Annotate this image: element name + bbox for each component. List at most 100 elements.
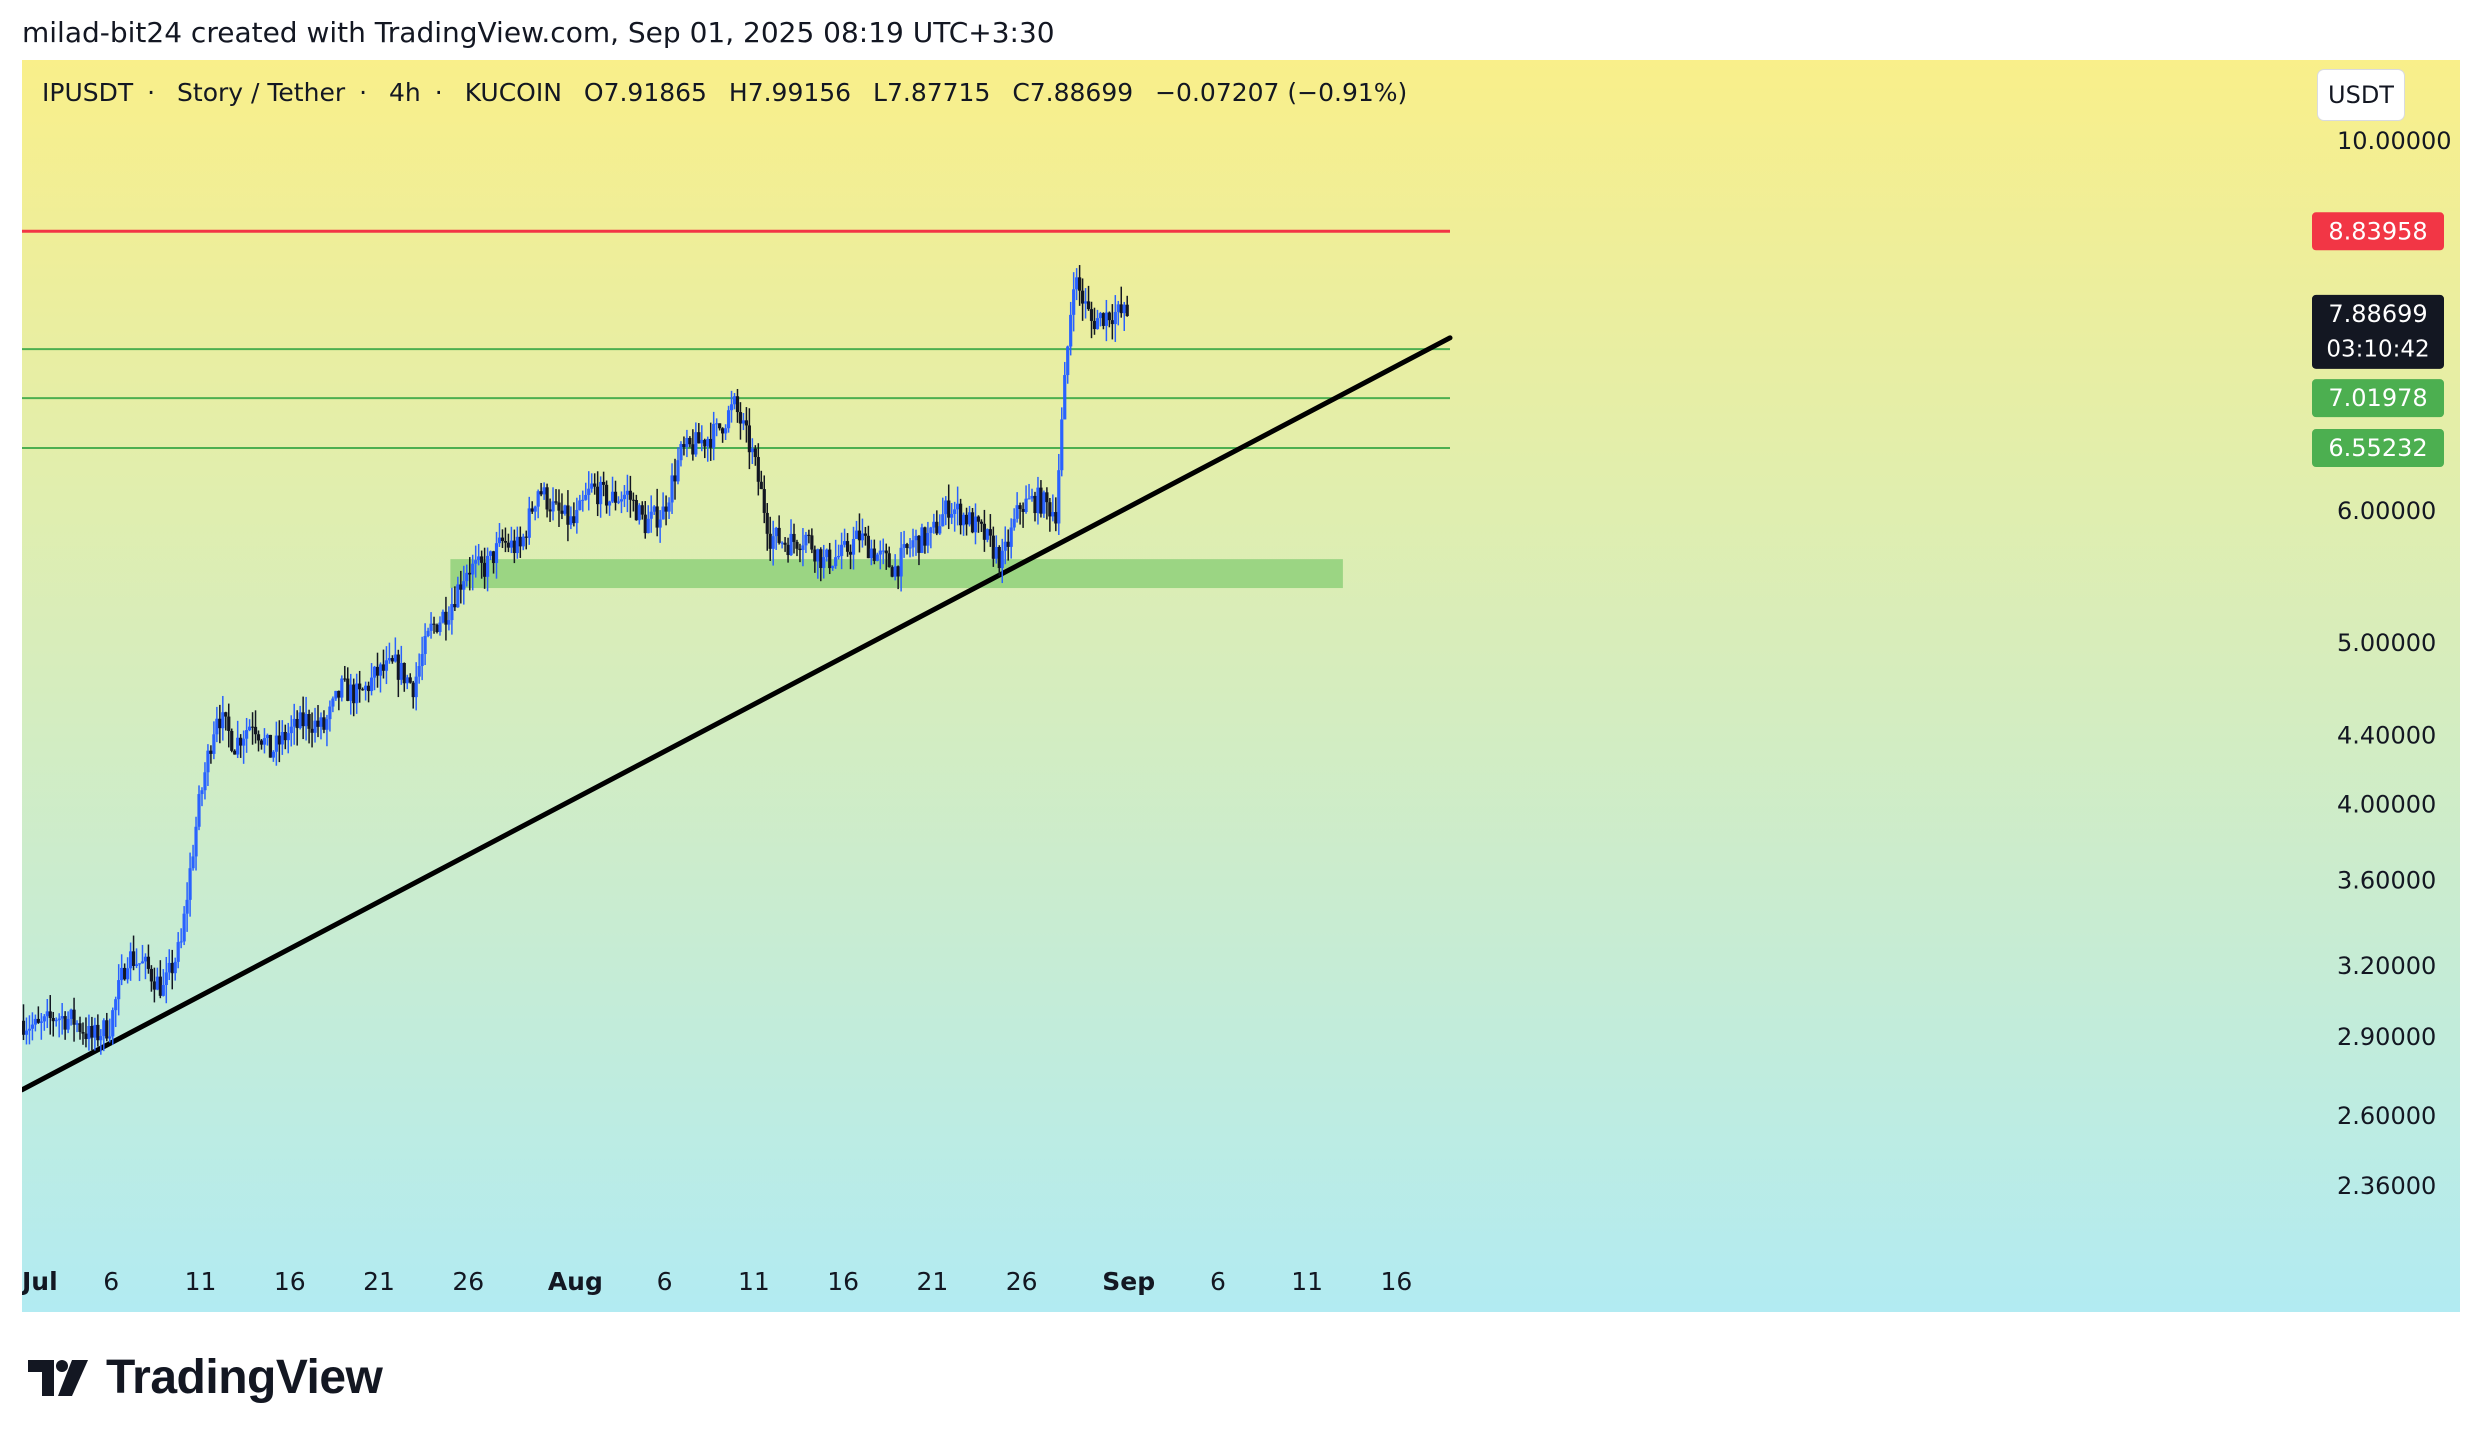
candle-body — [863, 533, 868, 536]
candle-body — [96, 1024, 100, 1041]
candle-body — [961, 514, 966, 526]
candle-body — [236, 737, 240, 755]
chart-area[interactable]: 10.00000 6.00000 5.00000 4.40000 4.00000 3.60… — [22, 60, 2460, 1312]
candle-body — [935, 521, 939, 534]
candle-body — [572, 516, 576, 524]
candle-body — [485, 555, 490, 577]
ohlc-change: −0.07207 (−0.91%) — [1155, 78, 1408, 107]
candle-body — [194, 826, 198, 857]
candle-body — [599, 481, 603, 505]
candle-body — [75, 1023, 79, 1025]
candle-body — [72, 1009, 76, 1025]
separator-dot: · — [434, 78, 443, 107]
candle-body — [271, 751, 275, 758]
candle-body — [1003, 541, 1007, 551]
candle-body — [860, 533, 865, 541]
candle-body — [105, 1020, 109, 1039]
candle-body — [518, 536, 522, 547]
y-axis-tick-label: 3.20000 — [2337, 952, 2436, 980]
candle-body — [765, 512, 769, 534]
candle-body — [673, 475, 677, 482]
symbol-interval[interactable]: 4h — [389, 78, 421, 107]
candle-body — [911, 540, 915, 548]
candle-body — [890, 567, 894, 577]
candle-body — [488, 551, 493, 556]
candle-body — [179, 941, 183, 943]
candle-body — [637, 505, 641, 521]
symbol-ticker[interactable]: IPUSDT — [42, 78, 134, 107]
candle-body — [744, 420, 749, 426]
candle-body — [515, 536, 519, 554]
candle-body — [869, 548, 873, 559]
candle-body — [471, 563, 475, 575]
candle-body — [173, 961, 177, 974]
candle-body — [768, 533, 772, 549]
candle-body — [682, 444, 686, 448]
candle-body — [1000, 550, 1004, 569]
y-axis-tick-label: 2.90000 — [2337, 1023, 2436, 1051]
candle-body — [557, 502, 561, 511]
candle-body — [810, 535, 814, 550]
candle-body — [1048, 502, 1052, 517]
candle-body — [450, 604, 454, 621]
candle-body — [1080, 290, 1085, 304]
candle-body — [938, 526, 942, 534]
x-axis-tick-label: 16 — [827, 1267, 859, 1296]
candle-body — [423, 636, 427, 655]
candle-body — [381, 664, 386, 671]
candle-body — [1033, 495, 1037, 514]
candle-body — [697, 432, 701, 444]
last-price-tag — [2312, 294, 2444, 369]
candle-body — [706, 438, 710, 447]
candle-body — [441, 611, 445, 623]
y-axis-tick-label: 2.36000 — [2337, 1172, 2436, 1200]
ohlc-high: H7.99156 — [728, 78, 852, 107]
y-axis-tick-label: 2.60000 — [2337, 1102, 2436, 1130]
tradingview-logo[interactable]: TradingView — [28, 1350, 383, 1405]
candle-body — [123, 967, 127, 980]
candle-body — [1069, 314, 1073, 347]
x-axis-tick-label: 6 — [657, 1267, 673, 1296]
candle-body — [456, 584, 460, 608]
candle-body — [161, 985, 165, 996]
candle-body — [512, 540, 516, 554]
countdown-label: 03:10:42 — [2326, 336, 2429, 362]
candle-body — [301, 712, 305, 727]
candle-body — [536, 491, 540, 507]
candle-body — [1092, 320, 1097, 330]
candle-body — [206, 750, 210, 773]
candle-body — [524, 536, 528, 538]
candle-body — [432, 623, 436, 625]
ohlc-low: L7.87715 — [873, 78, 991, 107]
candle-body — [483, 562, 487, 577]
candle-body — [857, 530, 862, 541]
x-axis-tick-label: 21 — [363, 1267, 395, 1296]
candle-body — [358, 683, 362, 690]
candle-body — [280, 731, 284, 745]
currency-unit-button[interactable]: USDT — [2318, 70, 2404, 120]
candle-body — [429, 623, 433, 631]
candle-body — [967, 512, 972, 525]
candle-body — [959, 503, 963, 526]
candle-body — [325, 719, 329, 730]
candle-body — [36, 1018, 40, 1023]
candle-body — [664, 506, 668, 512]
price-chart[interactable]: 10.00000 6.00000 5.00000 4.40000 4.00000 3.60… — [22, 60, 2460, 1312]
candle-body — [804, 534, 808, 546]
candle-body — [607, 501, 612, 506]
candle-body — [944, 500, 948, 515]
candle-body — [1066, 346, 1070, 376]
candle-body — [1024, 498, 1028, 512]
candle-body — [602, 481, 606, 485]
candle-body — [884, 550, 888, 554]
candle-body — [661, 506, 665, 520]
candle-body — [126, 968, 130, 980]
symbol-exchange: KUCOIN — [464, 78, 562, 107]
candle-body — [480, 556, 484, 563]
candle-body — [292, 718, 296, 727]
support-price-tag — [2312, 429, 2444, 468]
candle-body — [253, 726, 258, 735]
ohlc-close: C7.88699 — [1012, 78, 1134, 107]
separator-dot: · — [359, 78, 368, 107]
candle-body — [613, 491, 618, 503]
